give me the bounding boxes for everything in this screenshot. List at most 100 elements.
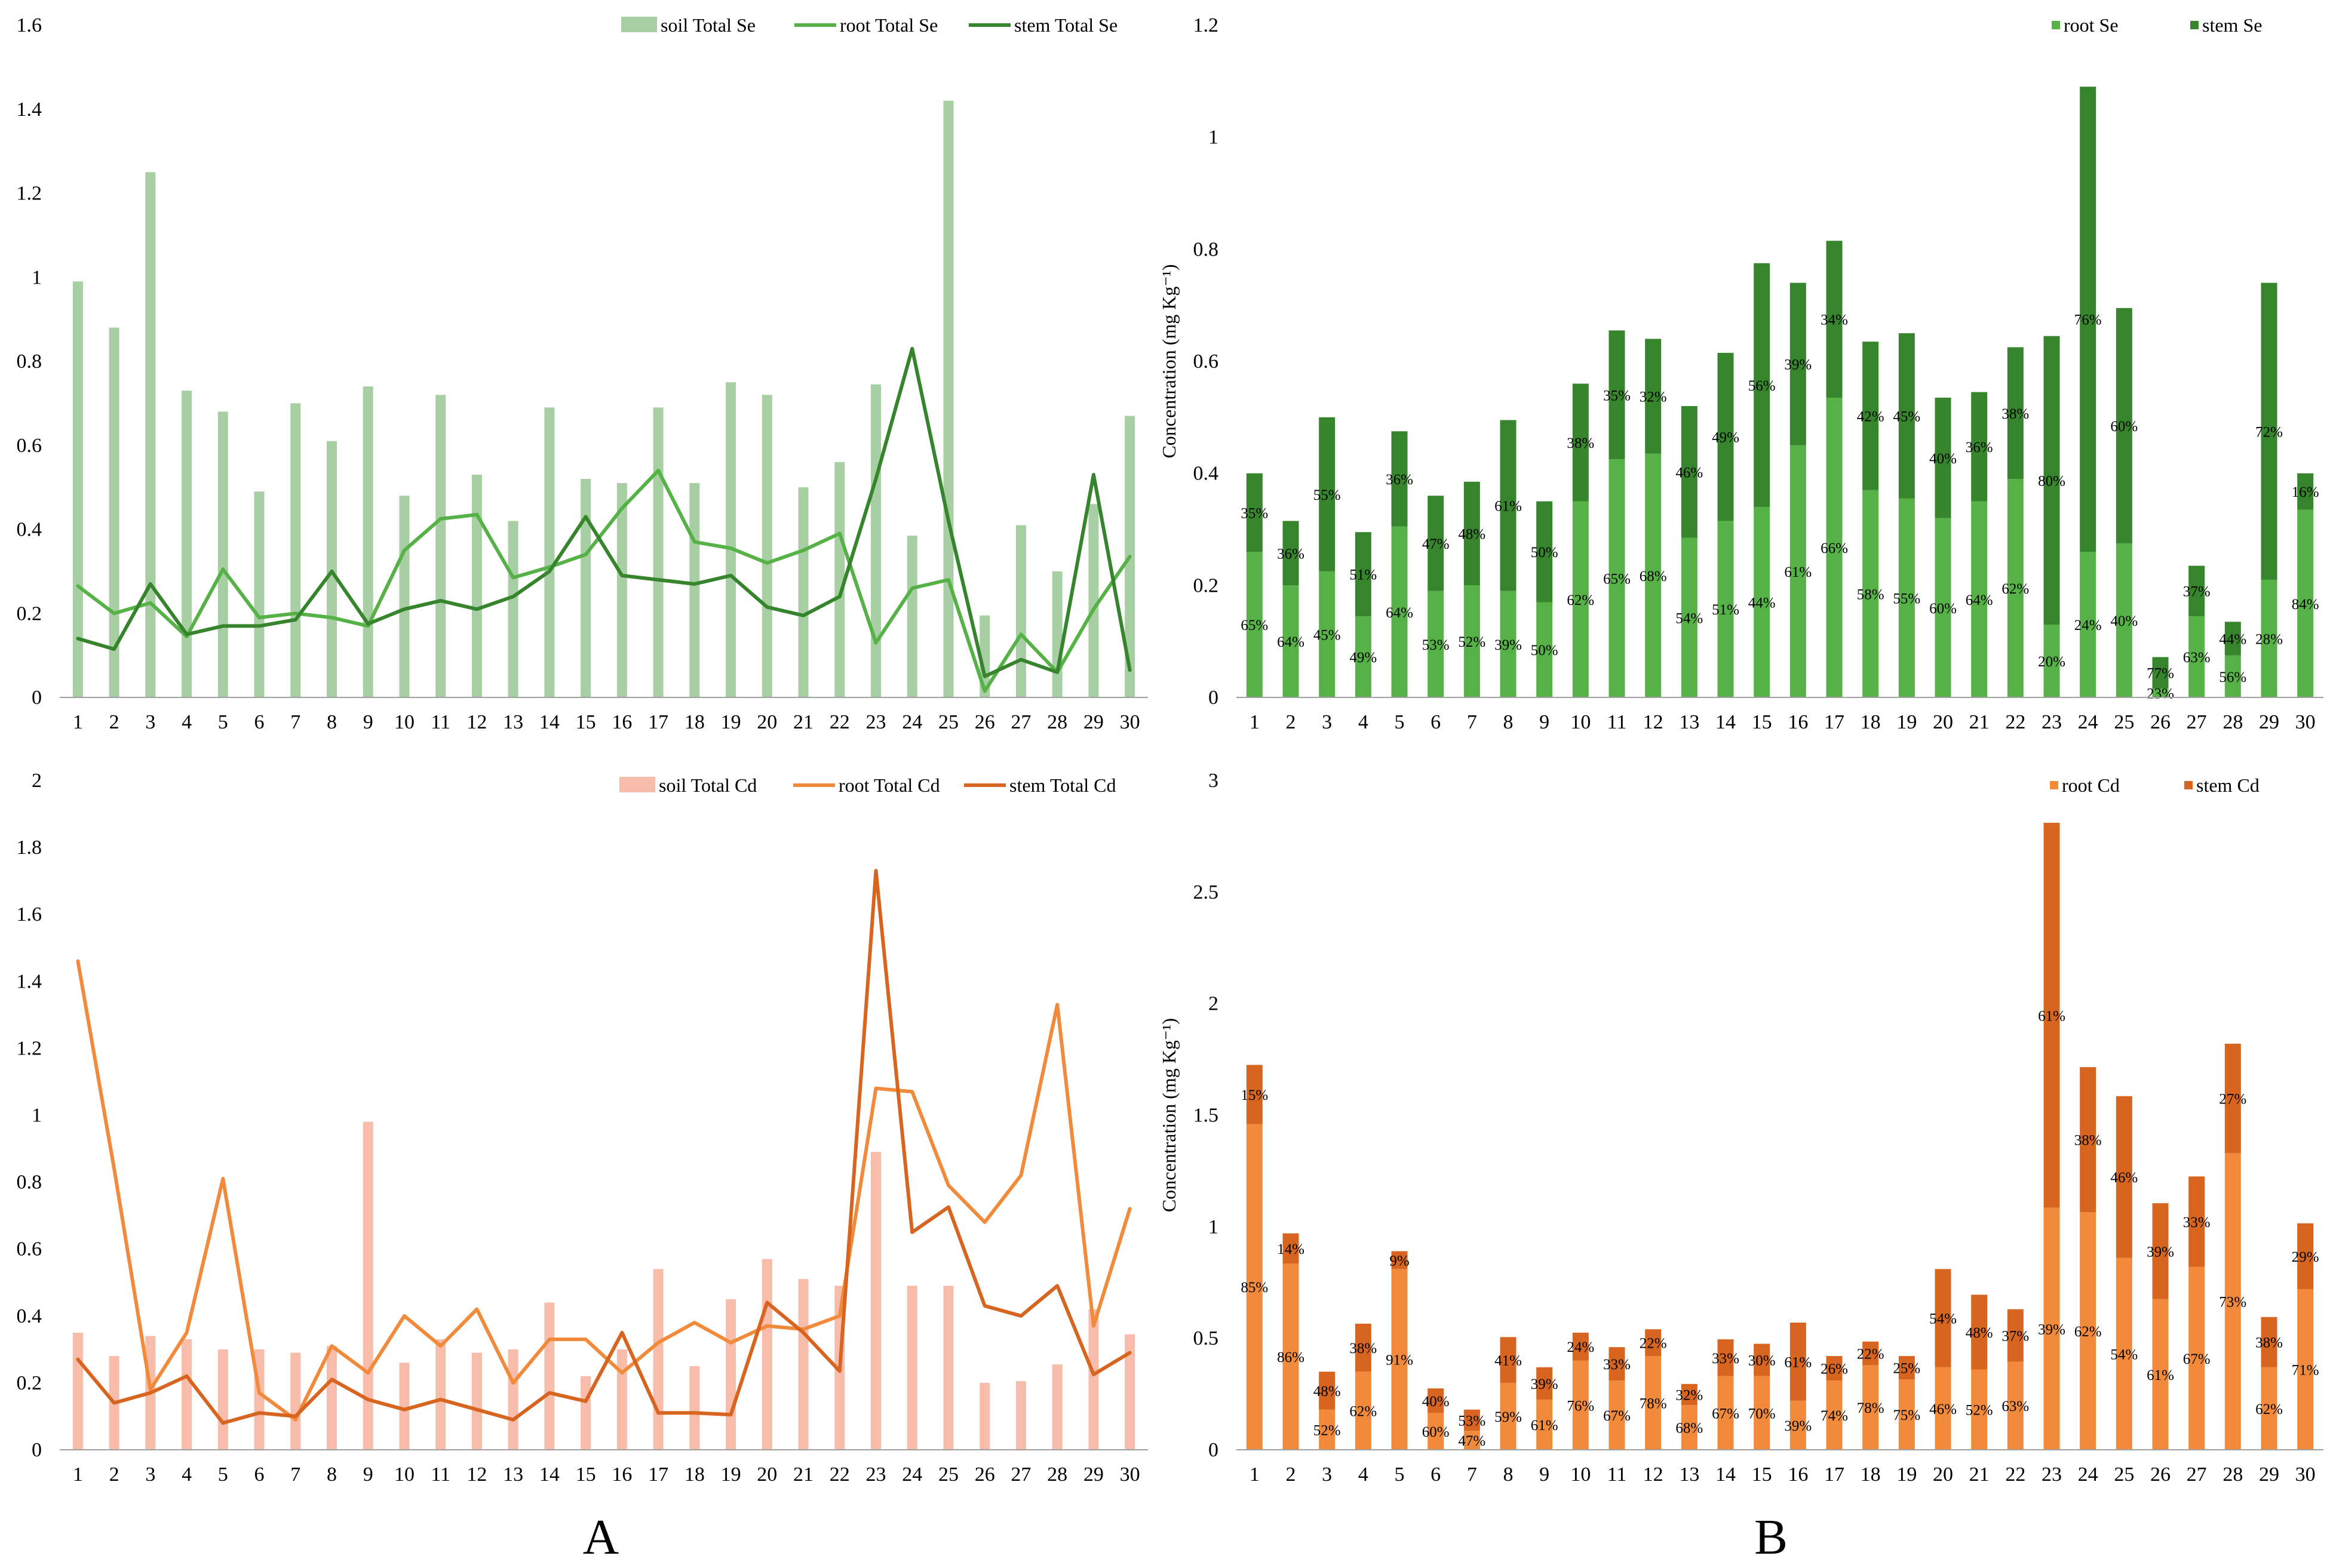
bar-stem-14 bbox=[1717, 1339, 1734, 1376]
pct-label-stem: 36% bbox=[1277, 546, 1304, 562]
bar-soil-23 bbox=[871, 384, 881, 697]
x-tick-label: 25 bbox=[938, 1464, 959, 1486]
bar-soil-19 bbox=[726, 382, 736, 697]
pct-label-stem: 54% bbox=[1929, 1311, 1957, 1327]
bar-soil-21 bbox=[798, 1279, 809, 1450]
legend-label: stem Se bbox=[2202, 14, 2262, 36]
x-tick-label: 6 bbox=[254, 711, 265, 733]
chart-root-stem-se-stacked: 00.20.40.60.811.21 2 3 4 5 6 7 8 9 10 11 12 13 14 15 16… bbox=[1158, 14, 2323, 733]
y-tick-label: 1.4 bbox=[17, 970, 42, 992]
x-tick-label: 16 bbox=[1788, 1464, 1808, 1486]
x-tick-label: 9 bbox=[1539, 711, 1549, 733]
pct-label-stem: 30% bbox=[1748, 1353, 1776, 1369]
x-tick-label: 7 bbox=[290, 711, 300, 733]
bar-soil-15 bbox=[581, 1376, 591, 1450]
bar-root-10 bbox=[1572, 501, 1589, 697]
pct-label-root: 67% bbox=[1712, 1406, 1739, 1422]
pct-label-root: 23% bbox=[2147, 685, 2174, 702]
x-tick-label: 1 bbox=[1250, 1464, 1260, 1486]
x-tick-label: 12 bbox=[466, 711, 487, 733]
pct-label-root: 62% bbox=[2255, 1401, 2283, 1418]
series-line-stem-total-cd bbox=[76, 869, 1132, 1425]
x-tick-label: 21 bbox=[793, 711, 814, 733]
x-tick-label: 13 bbox=[1679, 1464, 1699, 1486]
bar-soil-27 bbox=[1015, 1381, 1026, 1450]
x-tick-label: 1 bbox=[1250, 711, 1260, 733]
y-tick-label: 1 bbox=[32, 1105, 42, 1127]
x-tick-label: 3 bbox=[1322, 1464, 1332, 1486]
bar-soil-20 bbox=[762, 395, 772, 697]
pct-label-root: 54% bbox=[1675, 610, 1703, 626]
pct-label-root: 64% bbox=[1277, 634, 1304, 650]
pct-label-root: 47% bbox=[1458, 1433, 1485, 1449]
x-tick-label: 18 bbox=[684, 711, 705, 733]
x-tick-label: 22 bbox=[830, 711, 850, 733]
pct-label-stem: 77% bbox=[2147, 666, 2174, 682]
x-tick-label: 29 bbox=[2259, 711, 2279, 733]
x-tick-label: 30 bbox=[2295, 711, 2316, 733]
bar-soil-17 bbox=[653, 407, 664, 697]
y-tick-label: 0.5 bbox=[1193, 1327, 1219, 1349]
bar-stem-25 bbox=[2116, 1096, 2132, 1258]
legend-label: soil Total Se bbox=[661, 14, 756, 36]
pct-label-root: 44% bbox=[1748, 595, 1776, 611]
x-tick-label: 24 bbox=[902, 1464, 922, 1486]
pct-label-stem: 32% bbox=[1640, 389, 1667, 405]
bar-root-2 bbox=[1282, 1263, 1299, 1450]
bar-soil-20 bbox=[762, 1259, 772, 1450]
bar-soil-1 bbox=[72, 281, 83, 698]
x-tick-label: 30 bbox=[1120, 711, 1140, 733]
pct-label-stem: 39% bbox=[1531, 1376, 1558, 1392]
pct-label-stem: 41% bbox=[1494, 1353, 1522, 1369]
bar-root-23 bbox=[2043, 1207, 2060, 1450]
pct-label-root: 91% bbox=[1386, 1352, 1413, 1369]
bar-stem-11 bbox=[1608, 1347, 1625, 1381]
bar-soil-4 bbox=[182, 391, 192, 697]
x-tick-label: 7 bbox=[290, 1464, 300, 1486]
y-tick-label: 0.8 bbox=[1193, 238, 1219, 260]
legend-swatch bbox=[2050, 781, 2058, 789]
bar-soil-11 bbox=[435, 395, 446, 697]
pct-label-stem: 22% bbox=[1857, 1346, 1884, 1362]
bar-root-21 bbox=[1971, 1369, 1988, 1450]
bar-soil-28 bbox=[1052, 571, 1063, 697]
pct-label-stem: 38% bbox=[1567, 435, 1594, 451]
bar-soil-6 bbox=[254, 491, 265, 697]
x-tick-label: 30 bbox=[2295, 1464, 2316, 1486]
pct-label-root: 52% bbox=[1458, 634, 1485, 650]
x-tick-label: 25 bbox=[938, 711, 959, 733]
x-tick-label: 16 bbox=[612, 1464, 632, 1486]
bar-stem-11 bbox=[1608, 330, 1625, 460]
bar-root-4 bbox=[1355, 1372, 1371, 1450]
pct-label-root: 85% bbox=[1241, 1280, 1268, 1296]
pct-label-root: 65% bbox=[1241, 617, 1268, 634]
pct-label-root: 78% bbox=[1640, 1396, 1667, 1412]
bar-root-10 bbox=[1572, 1360, 1589, 1450]
bar-stem-10 bbox=[1572, 1332, 1589, 1361]
legend-swatch bbox=[2190, 21, 2199, 29]
x-tick-label: 1 bbox=[73, 711, 83, 733]
pct-label-root: 78% bbox=[1857, 1400, 1884, 1416]
y-tick-label: 1 bbox=[32, 266, 42, 288]
x-tick-label: 27 bbox=[2187, 1464, 2207, 1486]
bar-soil-25 bbox=[943, 1286, 954, 1450]
bar-stem-7 bbox=[1463, 1409, 1480, 1431]
bar-root-3 bbox=[1319, 1409, 1336, 1450]
x-tick-label: 19 bbox=[721, 1464, 741, 1486]
pct-label-root: 53% bbox=[1422, 637, 1450, 653]
legend-label: soil Total Cd bbox=[659, 774, 757, 796]
x-tick-label: 21 bbox=[1969, 1464, 1990, 1486]
bar-stem-18 bbox=[1862, 342, 1879, 490]
bar-soil-18 bbox=[689, 483, 700, 697]
pct-label-stem: 38% bbox=[2255, 1335, 2283, 1351]
bar-soil-27 bbox=[1015, 525, 1026, 697]
x-tick-label: 23 bbox=[866, 1464, 886, 1486]
y-tick-label: 0.4 bbox=[1193, 463, 1219, 485]
x-tick-label: 28 bbox=[1047, 1464, 1067, 1486]
x-tick-label: 20 bbox=[757, 711, 777, 733]
pct-label-stem: 27% bbox=[2219, 1091, 2246, 1107]
x-tick-label: 13 bbox=[1679, 711, 1699, 733]
bar-stem-2 bbox=[1282, 521, 1299, 586]
x-tick-label: 22 bbox=[2005, 1464, 2025, 1486]
panel-label-a: A bbox=[583, 1509, 619, 1565]
